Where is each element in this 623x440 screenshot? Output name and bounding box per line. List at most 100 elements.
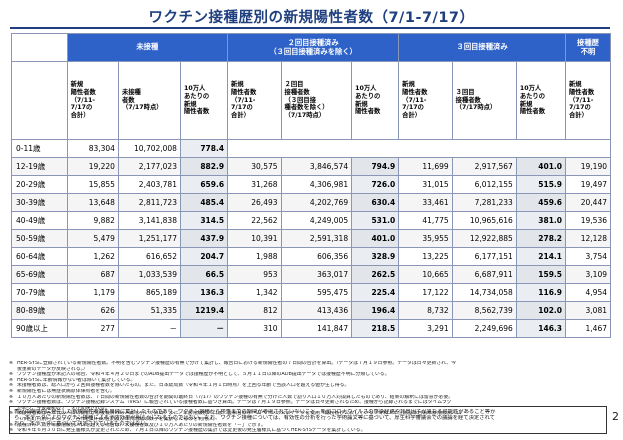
value-cell: 659.6 bbox=[179, 175, 229, 194]
subheader-cell: 未接種 者数 （7/17時点） bbox=[117, 61, 181, 140]
value-cell: 19,497 bbox=[565, 175, 611, 194]
value-cell: 882.9 bbox=[179, 157, 229, 176]
subheader-cell: 10万人 あたりの 新規 陽性者数 bbox=[179, 61, 229, 140]
value-cell: 1,467 bbox=[565, 319, 611, 338]
value-cell: 35,955 bbox=[398, 229, 453, 248]
footnote-line: ※ ワクチン接種歴が未記入の場合、令和４年４月２０日までのADB提出データでは接種… bbox=[9, 372, 390, 378]
group-unknown: 接種歴 不明 bbox=[565, 33, 611, 62]
table-row: 80-89歳 626 51,335 1219.4 812 413,436 196.4 8,73… bbox=[11, 301, 611, 320]
value-cell: 116.9 bbox=[515, 283, 567, 302]
value-cell: 401.0 bbox=[515, 157, 567, 176]
subheader-cell: ３回目 接種者数 （7/17時点） bbox=[451, 61, 517, 140]
subheader-cell: ２回目 接種者数 （３回目接 種者数を除く） （7/17時点） bbox=[280, 61, 353, 140]
value-cell: 51,335 bbox=[117, 301, 181, 320]
value-cell: 1,988 bbox=[227, 247, 282, 266]
group-unvaccinated: 未接種 bbox=[66, 33, 229, 62]
value-cell: － bbox=[117, 319, 181, 338]
footnote-line: ※ 令和４年６月３０日に発生届様式が変更されたため、７月１日以降のワクチン接種歴の… bbox=[9, 428, 366, 434]
value-cell: 225.4 bbox=[351, 283, 400, 302]
subheader-cell: 新規 陽性者数 （7/11- 7/17の 合計） bbox=[565, 61, 611, 140]
value-cell: 413,436 bbox=[280, 301, 353, 320]
value-cell: 31,268 bbox=[227, 175, 282, 194]
value-cell: 812 bbox=[227, 301, 282, 320]
table-row: 70-79歳 1,179 865,189 136.3 1,342 595,475 225.4… bbox=[11, 283, 611, 302]
value-cell: 214.1 bbox=[515, 247, 567, 266]
value-cell: 2,917,567 bbox=[451, 157, 517, 176]
title-rule bbox=[10, 27, 610, 29]
age-cell: 60-64歳 bbox=[11, 247, 68, 266]
value-cell: 41,775 bbox=[398, 211, 453, 230]
value-cell: 4,954 bbox=[565, 283, 611, 302]
value-cell: 626 bbox=[66, 301, 119, 320]
value-cell: 6,687,911 bbox=[451, 265, 517, 284]
value-cell: 10,665 bbox=[398, 265, 453, 284]
value-cell: 2,177,023 bbox=[117, 157, 181, 176]
value-cell: 381.0 bbox=[515, 211, 567, 230]
age-subheader bbox=[11, 61, 68, 140]
table-body: 0-11歳 83,304 10,702,008 778.4 12-19歳 19,220 2,… bbox=[11, 139, 611, 338]
value-cell: 14,734,058 bbox=[451, 283, 517, 302]
value-cell: 277 bbox=[66, 319, 119, 338]
value-cell: 278.2 bbox=[515, 229, 567, 248]
value-cell: 1,033,539 bbox=[117, 265, 181, 284]
page-title: ワクチン接種歴別の新規陽性者数（7/1-7/17） bbox=[148, 10, 475, 26]
value-cell: 141,847 bbox=[280, 319, 353, 338]
value-cell: 2,403,781 bbox=[117, 175, 181, 194]
value-cell: 1,179 bbox=[66, 283, 119, 302]
value-cell: 17,122 bbox=[398, 283, 453, 302]
footnote-line: ※ 新規陽性者には無症状病原体保有者を含む。 bbox=[9, 388, 115, 394]
value-cell: 6,012,155 bbox=[451, 175, 517, 194]
value-cell: 485.4 bbox=[179, 193, 229, 212]
group-two-doses: ２回目接種済み （３回目接種済みを除く） bbox=[227, 33, 400, 62]
table-row: 50-59歳 5,479 1,251,177 437.9 10,391 2,591,318… bbox=[11, 229, 611, 248]
value-cell: 204.7 bbox=[179, 247, 229, 266]
subheader-cell: 10万人 あたりの 新規 陽性者数 bbox=[351, 61, 400, 140]
value-cell: 13,225 bbox=[398, 247, 453, 266]
value-cell: 3,754 bbox=[565, 247, 611, 266]
empty-cell bbox=[227, 139, 611, 158]
table-row: 12-19歳 19,220 2,177,023 882.9 30,575 3,846,57… bbox=[11, 157, 611, 176]
value-cell: 1,251,177 bbox=[117, 229, 181, 248]
table-row: 90歳以上 277 －－ 310 141,847 218.5 3,291 2,249,696 1… bbox=[11, 319, 611, 338]
value-cell: 3,291 bbox=[398, 319, 453, 338]
value-cell: 6,177,151 bbox=[451, 247, 517, 266]
value-cell: 1,262 bbox=[66, 247, 119, 266]
value-cell: 66.5 bbox=[179, 265, 229, 284]
value-cell: 1219.4 bbox=[179, 301, 229, 320]
table-row: 0-11歳 83,304 10,702,008 778.4 bbox=[11, 139, 611, 158]
value-cell: 630.4 bbox=[351, 193, 400, 212]
value-cell: 606,356 bbox=[280, 247, 353, 266]
age-cell: 90歳以上 bbox=[11, 319, 68, 338]
group-three-doses: ３回目接種済み bbox=[398, 33, 566, 62]
disclaimer-line: 表記の期間内に発生した新規陽性者数を単純に集計したものであり、ワクチン接種から検… bbox=[14, 409, 496, 415]
age-cell: 20-29歳 bbox=[11, 175, 68, 194]
age-cell: 65-69歳 bbox=[11, 265, 68, 284]
value-cell: 310 bbox=[227, 319, 282, 338]
value-cell: 8,562,739 bbox=[451, 301, 517, 320]
disclaimer-box: 表記の期間内に発生した新規陽性者数を単純に集計したものであり、ワクチン接種から検… bbox=[9, 406, 607, 434]
value-cell: 218.5 bbox=[351, 319, 400, 338]
table-row: 60-64歳 1,262 616,652 204.7 1,988 606,356 328.9… bbox=[11, 247, 611, 266]
value-cell: 19,536 bbox=[565, 211, 611, 230]
value-cell: 159.5 bbox=[515, 265, 567, 284]
value-cell: 33,461 bbox=[398, 193, 453, 212]
value-cell: 328.9 bbox=[351, 247, 400, 266]
value-cell: 30,575 bbox=[227, 157, 282, 176]
disclaimer-line: おり、本データに基づいて決定されているものではない。 bbox=[14, 421, 152, 428]
value-cell: 515.9 bbox=[515, 175, 567, 194]
value-cell: 3,846,574 bbox=[280, 157, 353, 176]
value-cell: 262.5 bbox=[351, 265, 400, 284]
value-cell: 794.9 bbox=[351, 157, 400, 176]
value-cell: 146.3 bbox=[515, 319, 567, 338]
value-cell: 865,189 bbox=[117, 283, 181, 302]
value-cell: 3,141,838 bbox=[117, 211, 181, 230]
value-cell: 2,249,696 bbox=[451, 319, 517, 338]
value-cell: 687 bbox=[66, 265, 119, 284]
value-cell: 726.0 bbox=[351, 175, 400, 194]
value-cell: 7,281,233 bbox=[451, 193, 517, 212]
age-cell: 12-19歳 bbox=[11, 157, 68, 176]
group-header-row: 未接種 ２回目接種済み （３回目接種済みを除く） ３回目接種済み 接種歴 不明 bbox=[11, 33, 611, 62]
value-cell: 19,190 bbox=[565, 157, 611, 176]
subheader-cell: 新規 陽性者数 （7/11- 7/17の 合計） bbox=[398, 61, 453, 140]
value-cell: 83,304 bbox=[66, 139, 119, 158]
